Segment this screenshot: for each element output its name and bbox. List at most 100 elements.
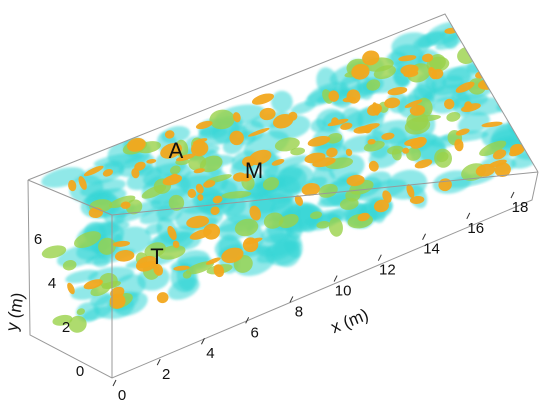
tick-mark [510, 191, 515, 199]
iso-blob [264, 155, 308, 175]
iso-blob [318, 183, 338, 198]
tick-mark [377, 254, 382, 261]
iso-blob [229, 130, 244, 146]
iso-blob [160, 142, 182, 159]
iso-blob [158, 245, 186, 260]
iso-blob [247, 127, 270, 137]
iso-blob [502, 60, 530, 78]
iso-blob [120, 201, 131, 209]
iso-blob [488, 25, 536, 45]
tick-mark [466, 212, 471, 220]
iso-blob [262, 177, 280, 191]
iso-blob [525, 20, 538, 48]
iso-blob [131, 168, 140, 179]
iso-blob [70, 285, 99, 300]
iso-blob [169, 173, 180, 182]
iso-blob [382, 190, 392, 203]
iso-blob [496, 77, 508, 86]
x-tick-label: 10 [335, 283, 352, 300]
iso-blob [221, 247, 244, 264]
iso-blob [234, 218, 259, 237]
iso-blob [500, 21, 528, 41]
iso-blob [509, 91, 531, 104]
iso-blob [357, 212, 370, 222]
x-tick-label: 12 [379, 262, 396, 279]
iso-blob [457, 111, 490, 134]
iso-blob [186, 215, 210, 229]
iso-blob [189, 228, 212, 240]
iso-blob [67, 282, 75, 295]
iso-blob [41, 245, 67, 259]
iso-blob [316, 221, 330, 229]
iso-blob [93, 152, 144, 167]
iso-blob [205, 257, 221, 265]
iso-blob [384, 97, 401, 109]
iso-blob [245, 237, 263, 245]
tick-mark [422, 233, 427, 241]
iso-blob [113, 226, 152, 255]
iso-blob [479, 31, 526, 51]
iso-blob [381, 132, 395, 140]
iso-blob [136, 261, 156, 269]
iso-blob [367, 103, 382, 116]
iso-blob [263, 212, 284, 229]
iso-blob [195, 120, 213, 130]
iso-blob [523, 19, 533, 34]
iso-blob [368, 160, 379, 172]
x-tick-label: 8 [295, 303, 303, 320]
iso-blob [80, 163, 125, 185]
iso-blob [541, 1, 550, 28]
iso-blob [410, 136, 427, 149]
iso-blob [387, 145, 404, 155]
iso-blob [316, 108, 345, 133]
iso-blob [68, 315, 87, 333]
iso-blob [446, 111, 461, 122]
iso-blob [510, 90, 538, 119]
iso-blob [357, 179, 407, 202]
x-axis-label: x (m) [328, 305, 371, 337]
iso-blob [93, 256, 110, 268]
x-tick-label: 18 [512, 199, 529, 216]
iso-blob [167, 225, 177, 241]
iso-blob [500, 53, 533, 72]
iso-blob [444, 98, 455, 110]
iso-blob [99, 272, 118, 289]
iso-blob [278, 214, 299, 229]
iso-blob [507, 50, 538, 81]
iso-blob [259, 107, 276, 121]
iso-blob [492, 149, 507, 160]
iso-blob [272, 113, 294, 129]
x-axis: 0 2 4 6 8 10 12 14 16 18 [112, 191, 529, 404]
iso-blob [457, 47, 477, 65]
iso-blob [498, 37, 520, 55]
iso-blob [517, 115, 538, 137]
iso-blob [76, 308, 85, 316]
iso-blob [199, 155, 223, 173]
box-edges [27, 13, 539, 379]
x-tick-label: 14 [423, 241, 440, 258]
iso-blob [328, 90, 340, 102]
iso-blob [274, 137, 300, 152]
iso-blob [331, 85, 353, 109]
iso-blob [414, 159, 433, 169]
iso-blob [506, 62, 538, 80]
iso-blob [521, 38, 538, 65]
iso-blob [327, 118, 349, 127]
iso-blob [490, 69, 538, 85]
iso-blob [421, 53, 434, 63]
iso-blob [454, 138, 464, 152]
iso-blob [500, 14, 538, 33]
iso-blob [108, 195, 136, 209]
iso-blob [307, 135, 331, 147]
iso-blob [272, 238, 301, 267]
iso-blob [221, 190, 252, 199]
iso-blob [125, 199, 143, 215]
iso-blob [518, 86, 538, 100]
iso-blob [502, 14, 535, 29]
x-tick-label: 16 [467, 220, 484, 237]
tick-mark [200, 337, 205, 345]
iso-blob [213, 264, 225, 278]
iso-blob [529, 82, 538, 93]
iso-blob [193, 168, 205, 174]
